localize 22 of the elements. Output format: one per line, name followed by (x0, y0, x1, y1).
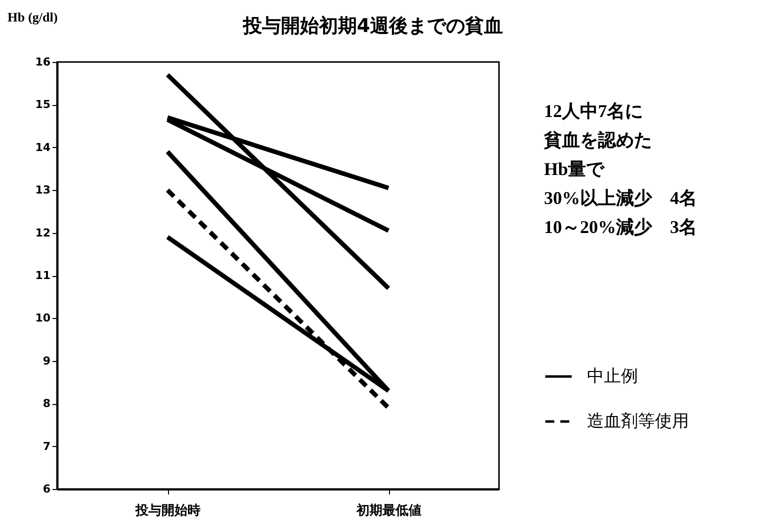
y-tick-label: 16 (35, 56, 51, 68)
y-axis-title: Hb (g/dl) (8, 10, 58, 24)
text: 12人中7名に (544, 101, 643, 121)
y-tick-label: 10 (35, 312, 51, 325)
legend-label: 造血剤等使用 (587, 412, 689, 432)
text: 10～20%減少 3名 (544, 217, 697, 237)
x-tick-label: 初期最低値 (356, 502, 422, 518)
y-tick-label: 11 (35, 269, 50, 282)
y-tick-label: 6 (42, 482, 51, 496)
text: 貧血を認めた (543, 130, 652, 150)
y-tick-label: 15 (35, 98, 50, 112)
text: 30%以上減少 4名 (544, 188, 697, 208)
y-tick-label: 7 (42, 440, 50, 453)
chart-title: 投与開始初期4週後までの貧血 (242, 15, 504, 37)
y-tick-label: 13 (35, 184, 50, 197)
legend-label: 中止例 (587, 366, 638, 386)
y-tick-label: 12 (35, 226, 50, 240)
y-tick-label: 14 (35, 140, 51, 154)
x-tick-label: 投与開始時 (134, 504, 200, 518)
text: Hb量で (544, 159, 606, 179)
y-tick-label: 9 (42, 354, 50, 368)
y-tick-label: 8 (42, 397, 50, 410)
